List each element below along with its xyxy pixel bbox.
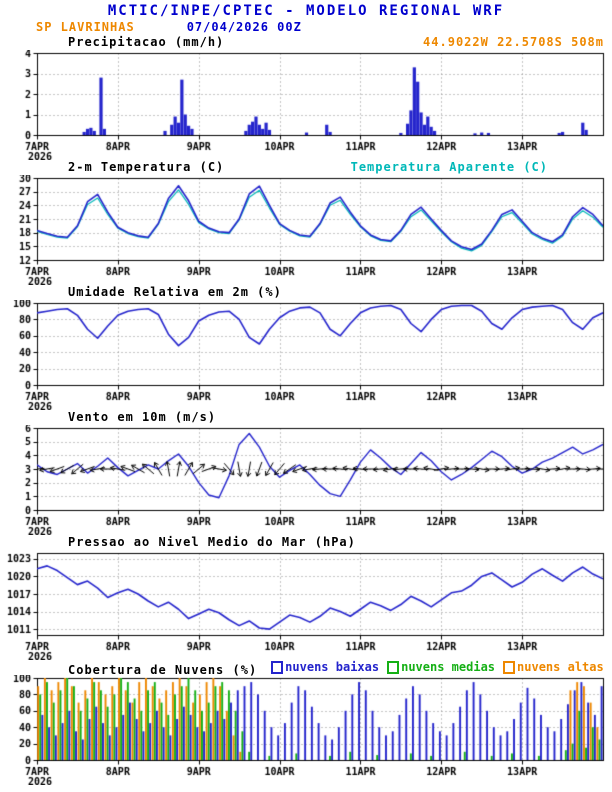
panel-precipitation: Precipitacao (mm/h) 44.9022W 22.5708S 50… bbox=[0, 35, 612, 160]
low-clouds-label: nuvens baixas bbox=[285, 660, 380, 674]
clouds-chart bbox=[0, 675, 612, 785]
precipitation-chart bbox=[0, 50, 612, 160]
legend-low-clouds: nuvens baixas bbox=[271, 660, 379, 674]
pressure-title: Pressao ao Nivel Medio do Mar (hPa) bbox=[68, 535, 356, 549]
high-clouds-swatch-icon bbox=[503, 660, 516, 674]
panel-temperature: 2-m Temperatura (C) Temperatura Aparente… bbox=[0, 160, 612, 285]
mid-clouds-label: nuvens medias bbox=[401, 660, 496, 674]
humidity-title-row: Umidade Relativa em 2m (%) bbox=[0, 285, 612, 300]
panel-clouds: Cobertura de Nuvens (%) nuvens baixas nu… bbox=[0, 660, 612, 785]
precipitation-title: Precipitacao (mm/h) bbox=[68, 35, 225, 49]
panel-humidity: Umidade Relativa em 2m (%) bbox=[0, 285, 612, 410]
humidity-chart bbox=[0, 300, 612, 410]
pressure-title-row: Pressao ao Nivel Medio do Mar (hPa) bbox=[0, 535, 612, 550]
legend-high-clouds: nuvens altas bbox=[503, 660, 604, 674]
high-clouds-label: nuvens altas bbox=[517, 660, 604, 674]
clouds-legend: nuvens baixas nuvens medias nuvens altas bbox=[271, 660, 612, 674]
panel-pressure: Pressao ao Nivel Medio do Mar (hPa) bbox=[0, 535, 612, 660]
temperature-title: 2-m Temperatura (C) bbox=[68, 160, 225, 174]
legend-mid-clouds: nuvens medias bbox=[387, 660, 495, 674]
apparent-temperature-legend: Temperatura Aparente (C) bbox=[350, 160, 548, 174]
precipitation-title-row: Precipitacao (mm/h) 44.9022W 22.5708S 50… bbox=[0, 35, 612, 50]
wind-title-row: Vento em 10m (m/s) bbox=[0, 410, 612, 425]
panel-wind: Vento em 10m (m/s) bbox=[0, 410, 612, 535]
mid-clouds-swatch-icon bbox=[387, 660, 400, 674]
clouds-title-row: Cobertura de Nuvens (%) nuvens baixas nu… bbox=[0, 660, 612, 677]
pressure-chart bbox=[0, 550, 612, 660]
temperature-chart bbox=[0, 175, 612, 285]
station-label: SP LAVRINHAS bbox=[36, 20, 135, 34]
wind-title: Vento em 10m (m/s) bbox=[68, 410, 217, 424]
wind-chart bbox=[0, 425, 612, 535]
temperature-title-row: 2-m Temperatura (C) Temperatura Aparente… bbox=[0, 160, 612, 175]
model-title: MCTIC/INPE/CPTEC - MODELO REGIONAL WRF bbox=[107, 3, 505, 19]
clouds-title: Cobertura de Nuvens (%) bbox=[68, 662, 258, 677]
header-subline: SP LAVRINHAS 07/04/2026 00Z bbox=[0, 19, 612, 35]
low-clouds-swatch-icon bbox=[271, 660, 284, 674]
humidity-title: Umidade Relativa em 2m (%) bbox=[68, 285, 282, 299]
run-datetime-label: 07/04/2026 00Z bbox=[186, 20, 302, 34]
location-label: 44.9022W 22.5708S 508m bbox=[423, 35, 604, 49]
